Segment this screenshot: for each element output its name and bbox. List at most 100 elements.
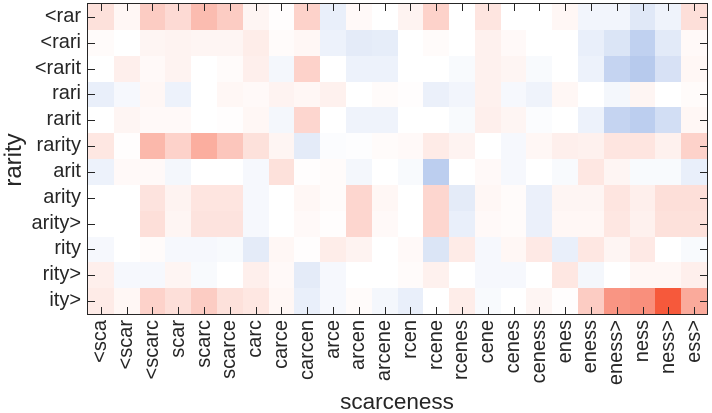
heatmap-cell: [630, 56, 655, 82]
x-tick-label: scarc: [192, 320, 215, 368]
heatmap-cell: [655, 211, 681, 237]
heatmap-cell: [114, 82, 140, 107]
heatmap-cell: [501, 107, 526, 133]
heatmap-cell: [655, 237, 681, 262]
heatmap-cell: [526, 211, 552, 237]
heatmap-cell: [243, 133, 269, 159]
heatmap-cell: [217, 159, 243, 185]
heatmap-cell: [243, 107, 269, 133]
heatmap-cell: [578, 159, 604, 185]
heatmap-cell: [475, 237, 501, 262]
x-tick-label: scarce: [218, 320, 241, 379]
x-tick-label: ceness: [527, 320, 550, 384]
heatmap-cell: [604, 56, 630, 82]
heatmap-cell: [191, 133, 217, 159]
heatmap-cells: [88, 4, 707, 314]
heatmap-cell: [294, 262, 320, 288]
heatmap-cell: [372, 262, 398, 288]
heatmap-cell: [372, 237, 398, 262]
heatmap-cell: [655, 107, 681, 133]
heatmap-cell: [578, 82, 604, 107]
heatmap-cell: [346, 237, 372, 262]
heatmap-cell: [346, 30, 372, 56]
heatmap-cell: [269, 185, 294, 211]
heatmap-cell: [398, 211, 423, 237]
heatmap-cell: [552, 56, 578, 82]
heatmap-cell: [501, 185, 526, 211]
heatmap-cell: [243, 159, 269, 185]
heatmap-cell: [165, 237, 191, 262]
heatmap-cell: [475, 133, 501, 159]
y-axis-label: rarity: [0, 133, 27, 187]
heatmap-cell: [501, 159, 526, 185]
y-tick-label: arity>: [31, 211, 81, 234]
heatmap-cell: [423, 133, 449, 159]
heatmap-cell: [320, 237, 346, 262]
heatmap-cell: [630, 107, 655, 133]
x-tick-label: carce: [269, 320, 292, 369]
heatmap-cell: [604, 133, 630, 159]
heatmap-cell: [269, 56, 294, 82]
heatmap-cell: [372, 211, 398, 237]
heatmap-cell: [398, 237, 423, 262]
x-tick-label: rcene: [424, 320, 447, 371]
heatmap-cell: [449, 107, 475, 133]
heatmap-cell: [630, 133, 655, 159]
heatmap-cell: [140, 30, 165, 56]
heatmap-cell: [165, 262, 191, 288]
heatmap-cell: [398, 107, 423, 133]
heatmap-cell: [372, 56, 398, 82]
x-tick-label: ess>: [682, 320, 705, 363]
heatmap-cell: [578, 262, 604, 288]
heatmap-cell: [552, 159, 578, 185]
heatmap-cell: [552, 133, 578, 159]
heatmap-cell: [449, 30, 475, 56]
heatmap-cell: [269, 159, 294, 185]
heatmap-cell: [114, 159, 140, 185]
heatmap-cell: [501, 82, 526, 107]
heatmap-cell: [217, 56, 243, 82]
heatmap-cell: [630, 82, 655, 107]
heatmap-cell: [140, 133, 165, 159]
heatmap-cell: [655, 185, 681, 211]
heatmap-cell: [346, 82, 372, 107]
heatmap-cell: [449, 82, 475, 107]
heatmap-cell: [165, 159, 191, 185]
heatmap-cell: [552, 237, 578, 262]
x-tick-label: arce: [321, 320, 344, 359]
heatmap-cell: [269, 133, 294, 159]
heatmap-cell: [630, 4, 655, 30]
heatmap-cell: [475, 82, 501, 107]
heatmap-cell: [243, 56, 269, 82]
heatmap-cell: [140, 262, 165, 288]
heatmap-cell: [346, 159, 372, 185]
x-tick-label: scar: [166, 320, 189, 358]
heatmap-cell: [630, 262, 655, 288]
x-tick-label: arcene: [373, 320, 396, 382]
heatmap-cell: [449, 237, 475, 262]
heatmap-cell: [501, 211, 526, 237]
heatmap-cell: [398, 133, 423, 159]
heatmap-cell: [526, 107, 552, 133]
heatmap-cell: [655, 262, 681, 288]
heatmap-cell: [165, 82, 191, 107]
x-tick-label: cenes: [502, 320, 525, 374]
y-tick-label: rity: [54, 237, 81, 260]
heatmap-cell: [604, 262, 630, 288]
heatmap-cell: [475, 185, 501, 211]
heatmap-cell: [398, 262, 423, 288]
heatmap-cell: [165, 30, 191, 56]
heatmap-cell: [526, 30, 552, 56]
y-tick-label: rarit: [46, 108, 81, 131]
heatmap-cell: [578, 56, 604, 82]
heatmap-cell: [114, 211, 140, 237]
heatmap-cell: [269, 107, 294, 133]
heatmap-cell: [294, 82, 320, 107]
heatmap-cell: [217, 211, 243, 237]
heatmap-cell: [320, 262, 346, 288]
y-tick-label: rari: [52, 82, 81, 105]
heatmap-cell: [346, 185, 372, 211]
x-tick-label: eness: [579, 320, 602, 374]
heatmap-cell: [217, 107, 243, 133]
heatmap-cell: [526, 82, 552, 107]
